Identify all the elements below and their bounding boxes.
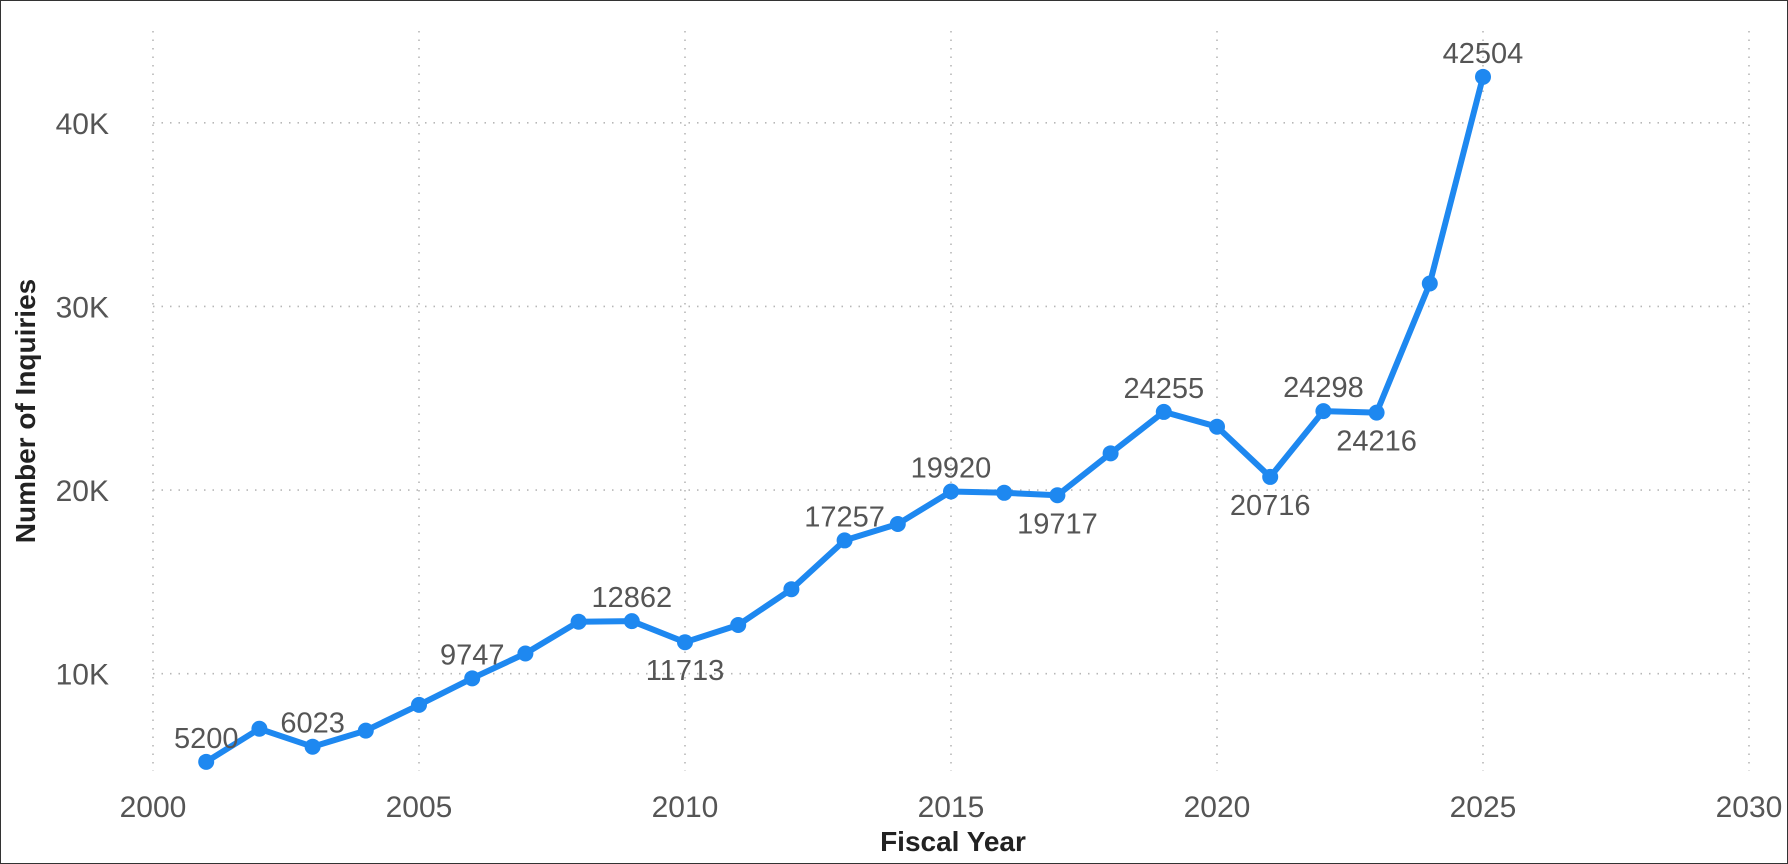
data-point xyxy=(943,483,959,500)
x-axis-tick-labels: 2000 2005 2010 2015 2020 2025 2030 xyxy=(120,791,1783,824)
data-label: 5200 xyxy=(174,723,239,755)
data-point xyxy=(889,516,906,533)
data-label: 24298 xyxy=(1283,372,1364,404)
data-label: 19920 xyxy=(911,453,992,485)
data-point xyxy=(996,484,1013,501)
data-point xyxy=(411,696,427,713)
data-point xyxy=(1315,403,1332,420)
data-point xyxy=(783,581,800,598)
data-point xyxy=(1475,68,1491,85)
series-line xyxy=(203,73,1486,765)
data-point xyxy=(357,722,374,739)
data-label: 11713 xyxy=(646,655,725,687)
data-point xyxy=(1262,468,1279,485)
y-tick-label: 40K xyxy=(56,108,109,141)
data-point xyxy=(464,670,481,687)
data-point xyxy=(677,634,693,651)
x-tick-label: 2030 xyxy=(1716,791,1783,824)
y-axis-title: Number of Inquiries xyxy=(10,279,41,543)
data-point xyxy=(623,613,640,630)
data-label: 19717 xyxy=(1017,508,1098,540)
data-label: 42504 xyxy=(1443,38,1524,70)
data-point xyxy=(730,617,747,634)
x-tick-label: 2000 xyxy=(120,791,187,824)
data-point xyxy=(1155,403,1172,420)
series-line-group xyxy=(203,73,1486,765)
data-labels-group: 5200 6023 9747 12862 11713 17257 19920 19717 242… xyxy=(174,38,1523,755)
data-label: 12862 xyxy=(591,582,672,614)
data-label: 9747 xyxy=(440,639,505,671)
data-label: 24255 xyxy=(1123,373,1204,405)
x-tick-label: 2005 xyxy=(386,791,453,824)
data-point xyxy=(198,753,215,770)
x-tick-label: 2020 xyxy=(1184,791,1251,824)
x-tick-label: 2010 xyxy=(652,791,719,824)
data-point xyxy=(251,720,268,737)
data-point xyxy=(1421,275,1438,292)
vertical-gridlines xyxy=(152,31,1750,771)
x-tick-label: 2015 xyxy=(918,791,985,824)
data-point xyxy=(517,645,534,662)
data-label: 17257 xyxy=(804,501,885,533)
y-tick-label: 20K xyxy=(56,475,109,508)
data-label: 6023 xyxy=(280,708,345,740)
y-axis-tick-labels: 10K 20K 30K 40K xyxy=(56,108,109,692)
data-label: 24216 xyxy=(1336,426,1417,458)
series-points-group xyxy=(198,68,1491,770)
horizontal-gridlines xyxy=(153,122,1749,675)
data-point xyxy=(836,532,853,549)
data-label: 20716 xyxy=(1230,490,1311,522)
data-point xyxy=(1368,404,1385,421)
data-point xyxy=(1209,418,1225,435)
x-axis-title: Fiscal Year xyxy=(880,826,1026,857)
data-point xyxy=(570,613,587,630)
x-tick-label: 2025 xyxy=(1450,791,1517,824)
data-point xyxy=(1049,487,1066,504)
data-point xyxy=(1102,445,1119,462)
y-tick-label: 10K xyxy=(56,659,109,692)
data-point xyxy=(304,738,321,755)
y-tick-label: 30K xyxy=(56,291,109,324)
